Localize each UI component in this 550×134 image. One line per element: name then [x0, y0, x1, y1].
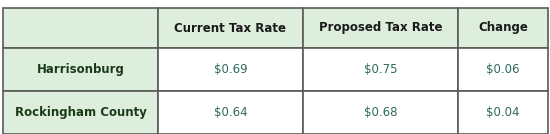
Text: $0.68: $0.68 — [364, 106, 397, 119]
Bar — [158, 8, 303, 48]
Text: $0.64: $0.64 — [214, 106, 248, 119]
Bar — [3, 91, 158, 134]
Text: $0.69: $0.69 — [214, 63, 248, 76]
Bar — [458, 8, 548, 48]
Text: Harrisonburg: Harrisonburg — [36, 63, 124, 76]
Bar — [458, 48, 548, 91]
Bar — [458, 91, 548, 134]
Text: $0.75: $0.75 — [364, 63, 397, 76]
Text: Rockingham County: Rockingham County — [14, 106, 146, 119]
Bar — [303, 91, 458, 134]
Text: Proposed Tax Rate: Proposed Tax Rate — [319, 21, 442, 34]
Text: Change: Change — [478, 21, 528, 34]
Text: Current Tax Rate: Current Tax Rate — [174, 21, 287, 34]
Bar — [303, 8, 458, 48]
Bar — [3, 48, 158, 91]
Bar — [158, 48, 303, 91]
Bar — [3, 8, 158, 48]
Bar — [303, 48, 458, 91]
Text: $0.06: $0.06 — [486, 63, 520, 76]
Bar — [158, 91, 303, 134]
Text: $0.04: $0.04 — [486, 106, 520, 119]
